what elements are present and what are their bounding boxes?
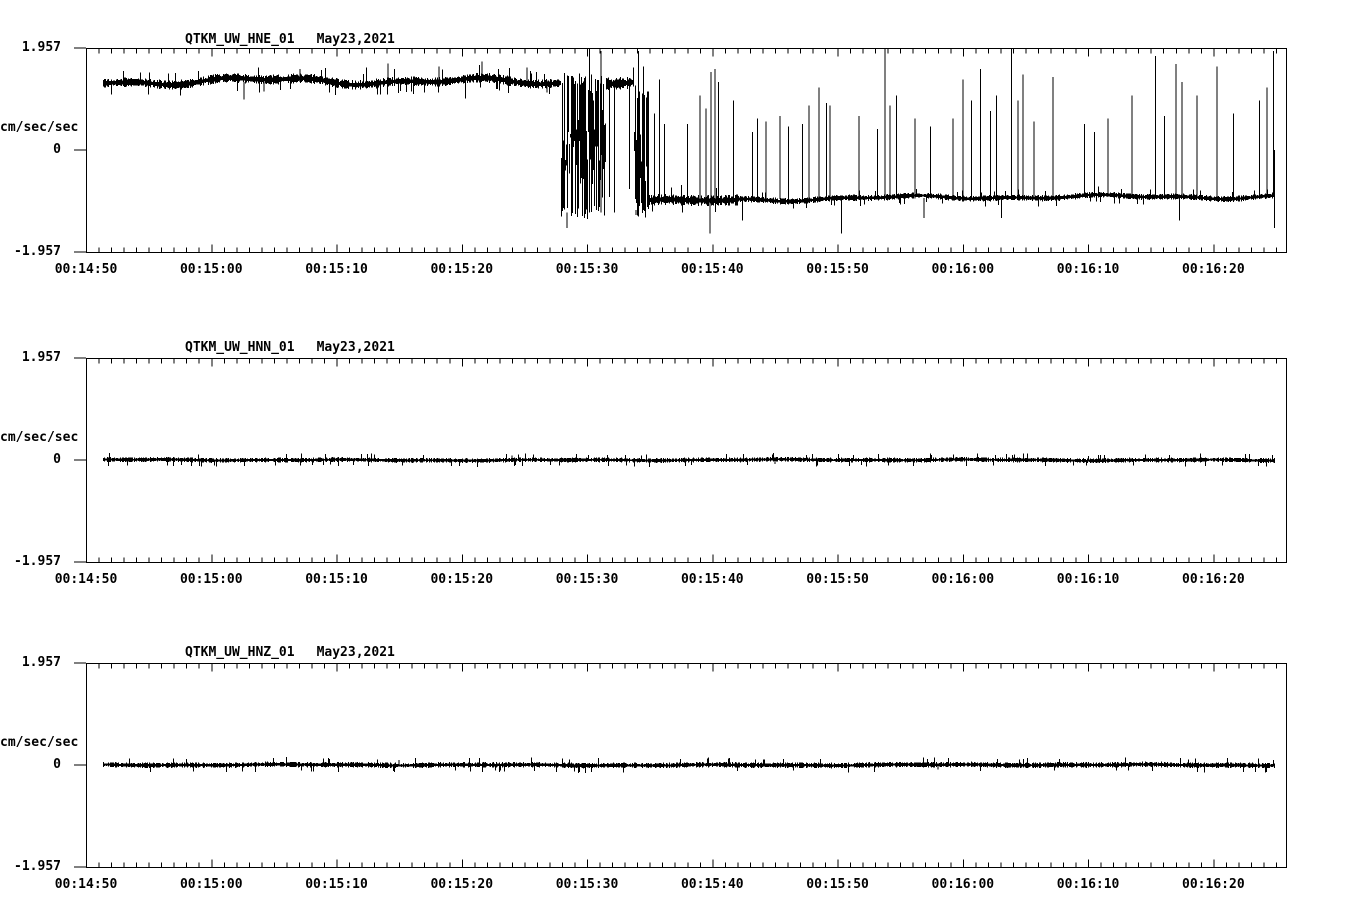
x-axis-tick-label: 00:15:10 bbox=[305, 572, 368, 587]
date-label: May23,2021 bbox=[316, 340, 395, 355]
plot-box bbox=[86, 48, 1287, 253]
y-axis-unit-label: cm/sec/sec bbox=[0, 735, 79, 750]
x-axis-tick-label: 00:16:00 bbox=[931, 572, 995, 587]
date-label: May23,2021 bbox=[316, 645, 395, 660]
y-axis-unit-label: cm/sec/sec bbox=[0, 120, 79, 135]
x-axis-tick-label: 00:16:10 bbox=[1056, 262, 1120, 277]
panel-title-hnz: QTKM_UW_HNZ_01 May23,2021 bbox=[185, 646, 395, 660]
y-tick-label-max: 1.957 bbox=[21, 40, 61, 55]
x-axis-tick-label: 00:15:30 bbox=[555, 877, 619, 892]
x-axis-tick-label: 00:15:20 bbox=[430, 877, 494, 892]
panel-title-hnn: QTKM_UW_HNN_01 May23,2021 bbox=[185, 341, 395, 355]
waveform-trace bbox=[103, 49, 1276, 234]
x-axis-tick-label: 00:16:00 bbox=[931, 262, 995, 277]
x-axis-tick-label: 00:15:00 bbox=[179, 262, 243, 277]
x-axis-tick-label: 00:16:20 bbox=[1182, 877, 1245, 892]
y-tick-label-max: 1.957 bbox=[21, 350, 61, 365]
waveform-trace bbox=[103, 453, 1275, 467]
x-axis-tick-label: 00:15:30 bbox=[555, 262, 619, 277]
x-axis-tick-label: 00:15:30 bbox=[555, 572, 619, 587]
y-axis-unit-label: cm/sec/sec bbox=[0, 430, 79, 445]
x-axis-labels-hnz: 00:14:50 00:15:00 00:15:10 00:15:20 00:15:30… bbox=[0, 878, 1358, 894]
station-channel-label: QTKM_UW_HNN_01 bbox=[185, 340, 295, 355]
x-axis-tick-label: 00:15:00 bbox=[179, 877, 243, 892]
y-tick-label-min: -1.957 bbox=[14, 244, 61, 259]
plot-box bbox=[86, 358, 1287, 563]
station-channel-label: QTKM_UW_HNZ_01 bbox=[185, 645, 295, 660]
x-axis-labels-hne: 00:14:50 00:15:00 00:15:10 00:15:20 00:15:30… bbox=[0, 263, 1358, 279]
y-tick-label-min: -1.957 bbox=[14, 859, 61, 874]
x-axis-labels-hnn: 00:14:50 00:15:00 00:15:10 00:15:20 00:15:30… bbox=[0, 573, 1358, 589]
waveform-panel-QTKM_UW_HNE_01 bbox=[74, 47, 1287, 253]
panel-title-hne: QTKM_UW_HNE_01 May23,2021 bbox=[185, 33, 395, 47]
plot-box bbox=[86, 663, 1287, 868]
y-tick-label-zero: 0 bbox=[53, 142, 61, 157]
x-axis-tick-label: 00:15:50 bbox=[806, 262, 869, 277]
x-axis-tick-label: 00:15:50 bbox=[806, 572, 869, 587]
x-axis-tick-label: 00:15:00 bbox=[179, 572, 243, 587]
axis-ticks bbox=[74, 47, 1277, 253]
axis-ticks bbox=[74, 357, 1277, 563]
x-axis-tick-label: 00:15:40 bbox=[680, 877, 744, 892]
station-channel-label: QTKM_UW_HNE_01 bbox=[185, 32, 295, 47]
axis-ticks bbox=[74, 662, 1277, 868]
x-axis-tick-label: 00:16:00 bbox=[931, 877, 995, 892]
x-axis-tick-label: 00:15:20 bbox=[430, 572, 494, 587]
x-axis-tick-label: 00:16:20 bbox=[1182, 262, 1245, 277]
x-axis-tick-label: 00:16:10 bbox=[1056, 572, 1120, 587]
x-axis-tick-label: 00:14:50 bbox=[54, 877, 118, 892]
x-axis-tick-label: 00:16:20 bbox=[1182, 572, 1245, 587]
x-axis-tick-label: 00:15:40 bbox=[680, 262, 744, 277]
x-axis-tick-label: 00:16:10 bbox=[1056, 877, 1120, 892]
x-axis-tick-label: 00:15:40 bbox=[680, 572, 744, 587]
y-tick-label-max: 1.957 bbox=[21, 655, 61, 670]
x-axis-tick-label: 00:15:10 bbox=[305, 262, 368, 277]
y-tick-label-min: -1.957 bbox=[14, 554, 61, 569]
x-axis-tick-label: 00:14:50 bbox=[54, 572, 118, 587]
y-tick-label-zero: 0 bbox=[53, 452, 61, 467]
y-tick-label-zero: 0 bbox=[53, 757, 61, 772]
x-axis-tick-label: 00:15:10 bbox=[305, 877, 368, 892]
date-label: May23,2021 bbox=[316, 32, 395, 47]
x-axis-tick-label: 00:15:50 bbox=[806, 877, 869, 892]
waveform-trace bbox=[103, 757, 1275, 773]
waveform-panel-QTKM_UW_HNN_01 bbox=[74, 357, 1287, 563]
x-axis-tick-label: 00:15:20 bbox=[430, 262, 494, 277]
waveform-panel-QTKM_UW_HNZ_01 bbox=[74, 662, 1287, 868]
x-axis-tick-label: 00:14:50 bbox=[54, 262, 118, 277]
